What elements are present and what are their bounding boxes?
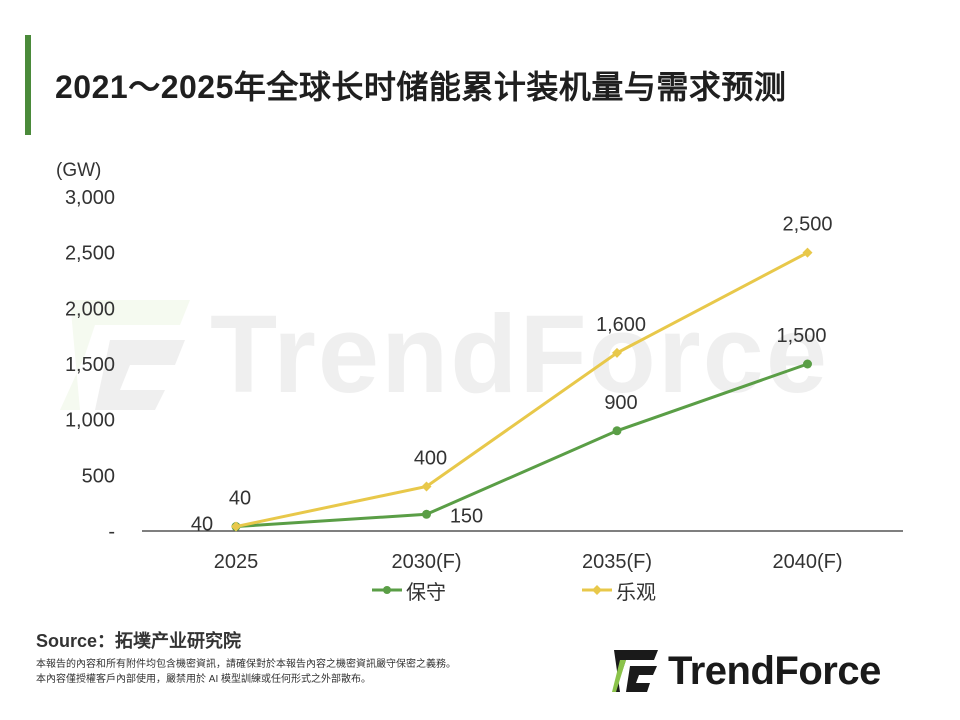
y-tick-label: 3,000 [65, 187, 115, 209]
x-tick-label: 2030(F) [391, 551, 461, 573]
y-tick-label: - [108, 521, 115, 543]
line-chart: - 500 1,000 1,500 2,000 2,500 3,000 2025 2030(F)… [65, 187, 903, 573]
data-label: 150 [450, 505, 483, 527]
data-point [421, 481, 432, 492]
legend: 保守 乐观 [0, 576, 960, 604]
legend-swatch-diamond-icon [582, 585, 612, 595]
legend-label-conservative: 保守 [406, 581, 446, 604]
data-point [612, 426, 622, 436]
legend-item-optimistic: 乐观 [582, 576, 656, 604]
data-label: 900 [604, 392, 637, 414]
logo-text: TrendForce [668, 649, 881, 693]
y-axis-unit: (GW) [56, 160, 102, 181]
disclaimer-line-1: 本報告的內容和所有附件均包含機密資訊，請確保對於本報告內容之機密資訊嚴守保密之義… [36, 659, 456, 670]
trendforce-logo: TrendForce [612, 648, 932, 694]
series-line-0 [235, 362, 808, 529]
y-tick-label: 1,500 [65, 354, 115, 376]
data-point [422, 509, 431, 519]
page-title: 2021～2025年全球长时储能累计装机量与需求预测 [55, 69, 787, 105]
legend-item-conservative: 保守 [372, 576, 446, 604]
series-line-1 [235, 251, 809, 529]
x-tick-label: 2025 [214, 551, 259, 573]
y-tick-label: 500 [82, 465, 115, 487]
data-label: 40 [229, 488, 251, 510]
x-tick-label: 2040(F) [772, 551, 842, 573]
data-label: 1,600 [596, 314, 646, 336]
data-point [802, 247, 813, 258]
disclaimer: 本報告的內容和所有附件均包含機密資訊，請確保對於本報告內容之機密資訊嚴守保密之義… [36, 657, 456, 687]
data-label: 1,500 [776, 325, 826, 347]
title-accent-bar [25, 35, 31, 135]
y-tick-label: 2,000 [65, 298, 115, 320]
data-label: 40 [191, 514, 213, 536]
data-point [231, 521, 241, 532]
legend-label-optimistic: 乐观 [616, 581, 656, 604]
trendforce-logo-icon [612, 650, 658, 692]
y-tick-label: 1,000 [65, 410, 115, 432]
disclaimer-line-2: 本內容僅授權客戶內部使用，嚴禁用於 AI 模型訓練或任何形式之外部散布。 [36, 674, 372, 685]
source-note: Source：拓墣产业研究院 [36, 631, 242, 651]
data-label: 2,500 [782, 214, 832, 236]
y-tick-label: 2,500 [65, 243, 115, 265]
data-point [803, 359, 812, 369]
legend-swatch-circle-icon [372, 586, 402, 594]
x-tick-label: 2035(F) [582, 551, 652, 573]
data-label: 400 [414, 447, 447, 469]
data-point [612, 347, 622, 358]
